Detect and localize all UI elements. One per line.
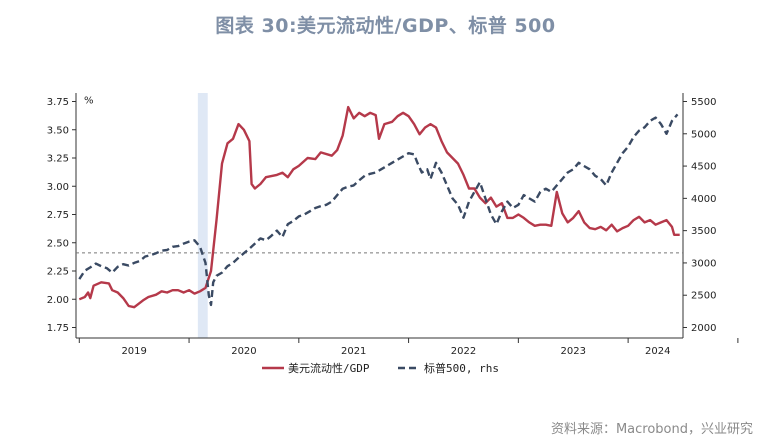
shaded-period	[197, 93, 208, 338]
source-note: 资料来源：Macrobond，兴业研究	[550, 422, 753, 437]
left-tick-label: 2.00	[47, 295, 69, 306]
right-tick-label: 2500	[691, 291, 716, 302]
left-tick-label: 3.25	[47, 154, 69, 165]
x-tick-label: 2023	[561, 346, 586, 357]
x-tick-label: 2020	[231, 346, 256, 357]
right-tick-label: 3000	[691, 258, 716, 269]
left-tick-label: 3.75	[47, 97, 69, 108]
left-tick-label: 2.75	[47, 210, 69, 221]
left-tick-label: 3.00	[47, 182, 69, 193]
right-tick-label: 2000	[691, 323, 716, 334]
chart-title: 图表 30:美元流动性/GDP、标普 500	[215, 15, 556, 37]
right-tick-label: 4000	[691, 194, 716, 205]
right-tick-label: 3500	[691, 226, 716, 237]
left-tick-label: 1.75	[47, 323, 69, 334]
legend-label-liquidity: 美元流动性/GDP	[288, 361, 370, 375]
series-line-sp500	[78, 113, 679, 307]
x-tick-label: 2022	[451, 346, 476, 357]
series-line-liquidity	[78, 105, 680, 309]
right-tick-label: 4500	[691, 162, 716, 173]
right-tick-label: 5000	[691, 129, 716, 140]
left-unit-label: %	[84, 96, 94, 107]
x-tick-label: 2021	[341, 346, 366, 357]
right-tick-label: 5500	[691, 97, 716, 108]
legend-label-sp500: 标普500, rhs	[424, 361, 499, 375]
left-tick-label: 2.25	[47, 267, 69, 278]
x-tick-label: 2019	[121, 346, 146, 357]
left-tick-label: 2.50	[47, 238, 69, 249]
left-tick-label: 3.50	[47, 125, 69, 136]
x-tick-label: 2024	[645, 346, 670, 357]
